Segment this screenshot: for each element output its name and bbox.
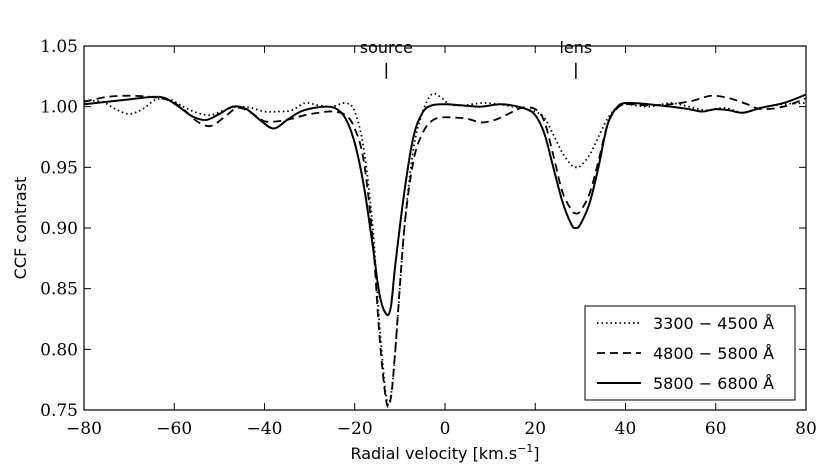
x-tick-label: 80	[795, 419, 817, 439]
y-tick-label: 0.75	[40, 401, 78, 421]
legend-items: 3300 − 4500 Å 4800 − 5800 Å 5800 − 6800 Å	[597, 314, 774, 393]
x-tick-label: −20	[337, 419, 373, 439]
tick-layer: −80 −60 −40 −20 0 20 40 60 80 0.75 0.80 0.85 0.90 0.9…	[40, 37, 817, 439]
annotation-label-source: source	[360, 38, 413, 57]
series-line-4800-5800	[83, 94, 807, 408]
legend-label-5800-6800: 5800 − 6800 Å	[653, 374, 774, 393]
x-tick-label: 0	[440, 419, 451, 439]
x-axis-label-end: ]	[533, 444, 539, 463]
legend: 3300 − 4500 Å 4800 − 5800 Å 5800 − 6800 Å	[584, 305, 796, 401]
y-axis-label: CCF contrast	[11, 177, 30, 280]
x-tick-label: 40	[615, 419, 637, 439]
y-tick-label: 0.85	[40, 280, 78, 300]
x-axis-label-superscript: −1	[517, 442, 533, 455]
series-line-5800-6800	[83, 93, 807, 317]
x-tick-label: 60	[705, 419, 727, 439]
legend-label-3300-4500: 3300 − 4500 Å	[653, 314, 774, 333]
series-line-3300-4500	[83, 92, 807, 406]
x-tick-label: 20	[524, 419, 546, 439]
series-layer	[83, 92, 807, 408]
x-tick-label: −80	[66, 419, 102, 439]
x-tick-label: −60	[156, 419, 192, 439]
x-axis-label: Radial velocity [km.s−1]	[350, 442, 539, 463]
y-tick-label: 0.90	[40, 219, 78, 239]
y-tick-label: 0.95	[40, 158, 78, 178]
annotation-layer: source lens	[360, 38, 592, 79]
x-tick-label: −40	[247, 419, 283, 439]
y-tick-label: 0.80	[40, 340, 78, 360]
x-axis-label-main: Radial velocity [km.s	[350, 444, 517, 463]
annotation-label-lens: lens	[559, 38, 592, 57]
y-tick-label: 1.00	[40, 98, 78, 118]
legend-box	[584, 305, 796, 401]
y-tick-label: 1.05	[40, 37, 78, 57]
legend-label-4800-5800: 4800 − 5800 Å	[653, 344, 774, 363]
